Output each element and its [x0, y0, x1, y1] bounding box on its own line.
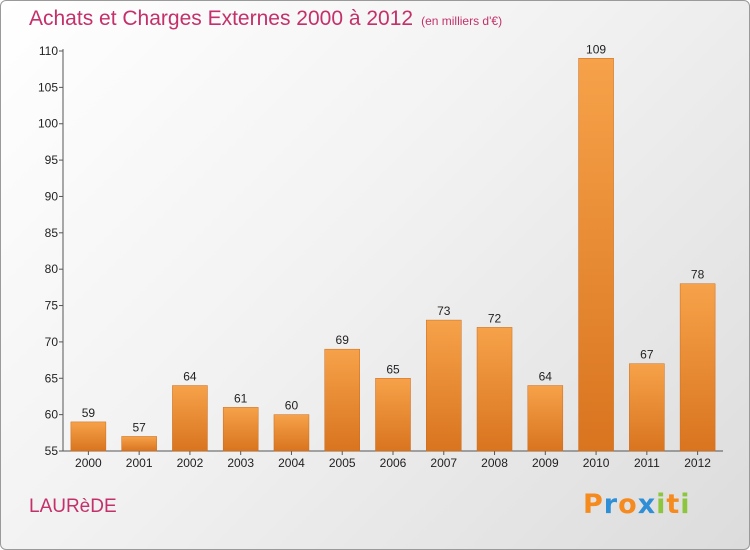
- y-tick-label: 55: [45, 444, 59, 458]
- x-tick-label: 2001: [126, 456, 153, 470]
- bar: [273, 414, 310, 452]
- x-tick-label: 2007: [430, 456, 457, 470]
- bar-value-label: 109: [586, 42, 606, 56]
- bar: [629, 363, 665, 452]
- logo-letter: P: [583, 489, 604, 520]
- x-tick-label: 2006: [380, 456, 407, 470]
- y-tick-label: 70: [45, 335, 59, 349]
- bar-value-label: 64: [183, 370, 197, 384]
- bar: [476, 327, 513, 452]
- chart-title: Achats et Charges Externes 2000 à 2012 (e…: [29, 7, 502, 31]
- bar: [70, 421, 107, 452]
- bar-value-label: 61: [234, 391, 248, 405]
- bar-value-label: 57: [132, 420, 146, 434]
- y-tick-label: 60: [45, 408, 59, 422]
- bar-value-label: 59: [82, 406, 96, 420]
- bar: [222, 407, 259, 452]
- chart-bars: 59 57 64 61 60 69 65 73 72 64 109 67 78: [70, 42, 716, 452]
- logo-letter: o: [618, 489, 638, 520]
- proxiti-logo: Proxiti: [583, 489, 691, 520]
- bar: [121, 436, 157, 452]
- logo-letter: i: [680, 489, 691, 520]
- bar-value-label: 78: [691, 268, 705, 282]
- y-tick-label: 105: [38, 80, 58, 94]
- y-tick-label: 100: [38, 117, 58, 131]
- logo-letter: r: [603, 489, 619, 520]
- y-tick-label: 110: [39, 44, 58, 58]
- bar: [578, 58, 614, 452]
- y-tick-label: 90: [45, 189, 59, 203]
- bar: [375, 378, 411, 452]
- x-tick-label: 2002: [177, 456, 204, 470]
- chart-unit: (en milliers d'€): [421, 14, 503, 28]
- y-tick-label: 95: [45, 153, 59, 167]
- bar-value-label: 73: [437, 304, 451, 318]
- x-tick-label: 2011: [634, 456, 660, 470]
- x-tick-label: 2008: [481, 456, 508, 470]
- x-tick-label: 2009: [532, 456, 559, 470]
- commune-name: LAURèDE: [29, 496, 117, 517]
- logo-letter: x: [637, 489, 657, 520]
- bar-value-label: 67: [640, 348, 654, 362]
- bar: [172, 385, 208, 452]
- logo-letter: i: [656, 489, 667, 520]
- bar-value-label: 64: [539, 370, 553, 384]
- bar-value-label: 72: [488, 311, 502, 325]
- x-tick-label: 2010: [583, 456, 610, 470]
- x-tick-label: 2012: [684, 456, 711, 470]
- y-tick-label: 75: [45, 299, 59, 313]
- x-tick-label: 2000: [75, 456, 102, 470]
- bar: [426, 319, 462, 452]
- y-tick-label: 65: [45, 371, 59, 385]
- bar: [527, 385, 564, 452]
- x-tick-label: 2003: [227, 456, 254, 470]
- y-tick-label: 80: [45, 262, 59, 276]
- x-tick-label: 2004: [278, 456, 305, 470]
- bar: [324, 348, 360, 452]
- y-tick-label: 85: [45, 226, 59, 240]
- x-tick-label: 2005: [329, 456, 356, 470]
- bar-value-label: 65: [386, 362, 400, 376]
- chart-title-text: Achats et Charges Externes 2000 à 2012: [29, 7, 414, 30]
- bar: [679, 283, 716, 452]
- bar-value-label: 60: [285, 399, 299, 413]
- bar-value-label: 69: [336, 333, 350, 347]
- logo-letter: t: [666, 489, 681, 520]
